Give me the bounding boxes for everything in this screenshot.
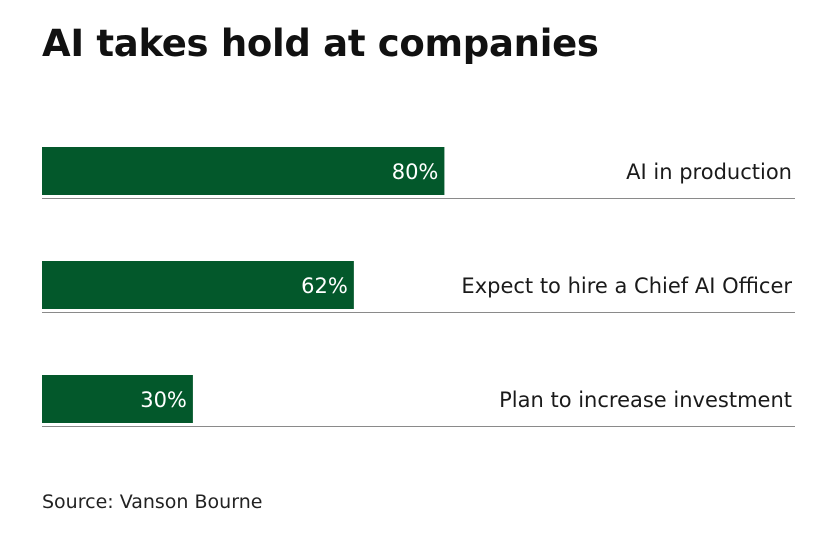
bar (42, 261, 354, 309)
bar-value-label: 80% (392, 160, 439, 184)
source-note: Source: Vanson Bourne (42, 491, 263, 513)
bar (42, 147, 445, 195)
category-label: Expect to hire a Chief AI Officer (461, 274, 792, 298)
bar-value-label: 62% (301, 274, 348, 298)
chart-title: AI takes hold at companies (42, 22, 599, 65)
bar-value-label: 30% (140, 388, 187, 412)
category-label: AI in production (626, 160, 792, 184)
category-label: Plan to increase investment (499, 388, 792, 412)
bar (42, 375, 193, 423)
